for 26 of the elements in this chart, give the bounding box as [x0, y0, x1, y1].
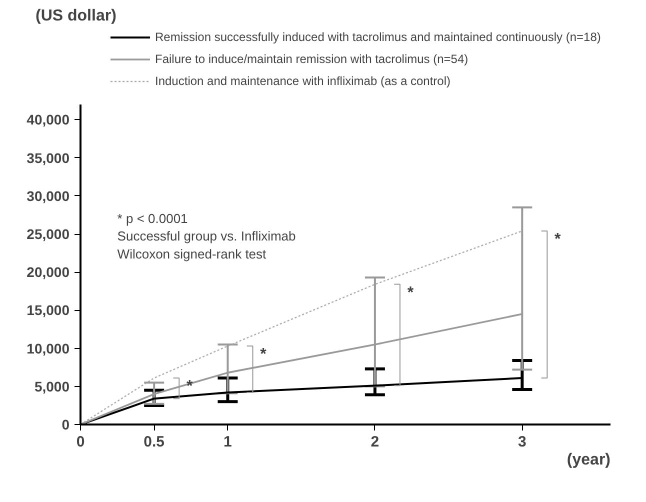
annotation: * — [407, 284, 414, 302]
legend-label: Remission successfully induced with tacrolimus and maintained continuously (n=18) — [155, 30, 601, 44]
legend-label: Failure to induce/maintain remission with tacrolimus (n=54) — [155, 52, 468, 66]
y-tick-label: 15,000 — [26, 302, 70, 318]
y-tick-label: 35,000 — [26, 150, 70, 166]
x-tick-label: 0 — [76, 434, 85, 450]
annotation: Wilcoxon signed-rank test — [117, 246, 267, 262]
annotation: * p < 0.0001 — [117, 211, 188, 226]
y-axis-title: (US dollar) — [36, 8, 116, 24]
y-tick-label: 0 — [62, 416, 70, 432]
annotation: Successful group vs. Infliximab — [117, 228, 296, 244]
annotation: * — [186, 378, 194, 396]
x-tick-label: 0.5 — [144, 434, 165, 450]
y-tick-label: 20,000 — [26, 264, 70, 280]
y-tick-label: 30,000 — [26, 188, 70, 204]
y-tick-label: 5,000 — [34, 378, 70, 394]
annotation: * — [554, 230, 562, 248]
y-tick-label: 40,000 — [26, 112, 70, 128]
x-tick-label: 1 — [224, 434, 232, 450]
y-tick-label: 25,000 — [26, 226, 70, 242]
x-tick-label: 3 — [518, 434, 526, 450]
annotation: * — [260, 346, 268, 364]
y-tick-label: 10,000 — [26, 340, 70, 356]
legend-label: Induction and maintenance with infliximab (as a control) — [155, 74, 450, 88]
x-axis-title: (year) — [566, 452, 610, 468]
x-tick-label: 2 — [370, 434, 380, 450]
